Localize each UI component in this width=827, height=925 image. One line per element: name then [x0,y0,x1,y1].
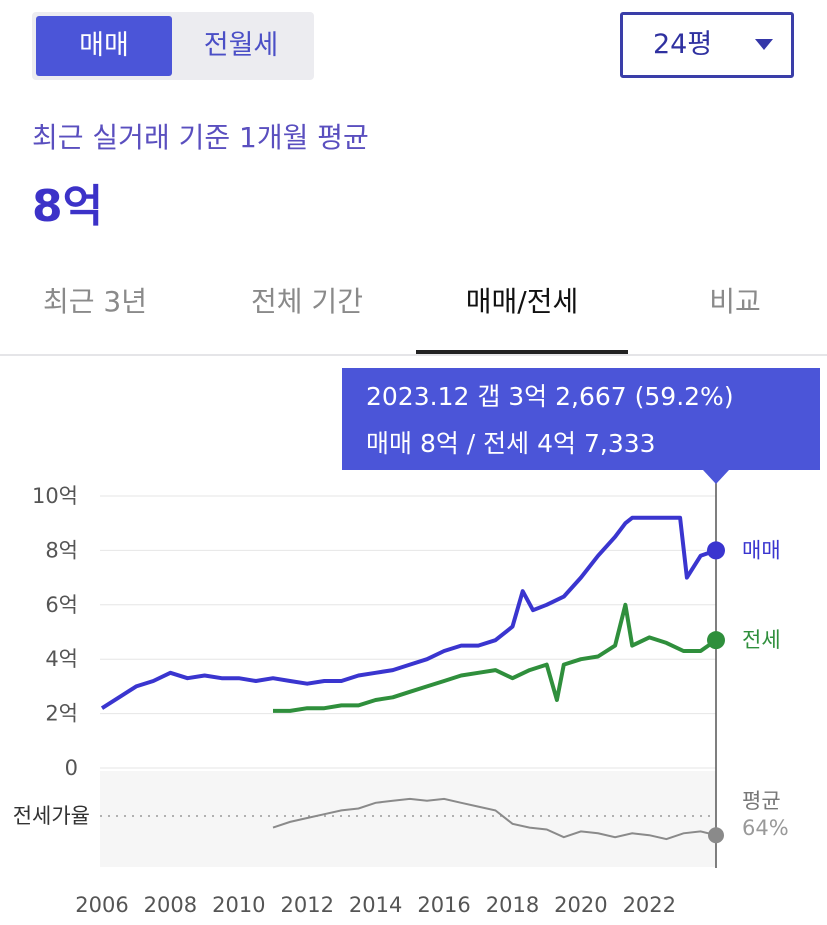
tooltip-line-1: 2023.12 갭 3억 2,667 (59.2%) [366,382,734,411]
ratio-series-line [272,797,717,841]
legend-jeonse: 전세 [742,628,781,652]
ratio-average-label: 평균 [742,789,781,813]
tooltip-box [342,368,820,470]
chart-grid [100,495,716,769]
x-tick-label: 2008 [144,893,197,917]
sale-series-line [100,515,717,710]
tooltip: 2023.12 갭 3억 2,667 (59.2%) 매매 8억 / 전세 4억… [342,368,820,484]
tooltip-pointer [703,470,729,484]
x-tick-label: 2022 [623,893,676,917]
ratio-panel-bg [100,771,716,867]
legend-sale: 매매 [742,538,781,562]
x-tick-label: 2014 [349,893,402,917]
x-tick-label: 2012 [281,893,334,917]
tooltip-line-2: 매매 8억 / 전세 4억 7,333 [366,429,656,458]
tab-all-period[interactable]: 전체 기간 [251,285,363,318]
y-tick-label: 10억 [32,484,78,508]
x-tick-label: 2016 [417,893,470,917]
y-tick-label: 4억 [45,647,78,671]
tab-sale-jeonse[interactable]: 매매/전세 [416,262,628,354]
x-tick-label: 2006 [75,893,128,917]
y-tick-label: 8억 [45,538,78,562]
tab-recent-3y[interactable]: 최근 3년 [43,285,147,318]
sale-toggle-button[interactable]: 매매 [36,16,172,76]
average-price: 8억 [32,181,104,232]
ratio-axis-label: 전세가율 [13,804,90,828]
rent-toggle-button[interactable]: 전월세 [203,30,279,61]
trade-type-toggle: 매매 전월세 [32,12,314,80]
x-tick-label: 2020 [554,893,607,917]
caret-down-icon [755,39,773,50]
ratio-end-point[interactable] [708,827,724,844]
y-tick-label: 6억 [45,593,78,617]
tab-compare[interactable]: 비교 [709,285,761,318]
price-caption: 최근 실거래 기준 1개월 평균 [32,121,369,154]
price-chart: 10억 8억 6억 4억 2억 0 2006 2008 2010 2012 2014 2016 201… [13,368,820,917]
size-select[interactable]: 24평 [620,12,794,78]
size-select-value: 24평 [653,29,713,60]
ratio-average-value: 64% [742,816,789,840]
jeonse-series-line [273,602,718,713]
y-tick-label: 2억 [45,702,78,726]
y-tick-label: 0 [65,756,78,780]
x-tick-label: 2010 [212,893,265,917]
x-tick-label: 2018 [486,893,539,917]
period-tabs: 최근 3년 전체 기간 매매/전세 비교 [0,262,827,356]
sale-end-point[interactable] [707,541,725,560]
jeonse-end-point[interactable] [707,631,725,650]
